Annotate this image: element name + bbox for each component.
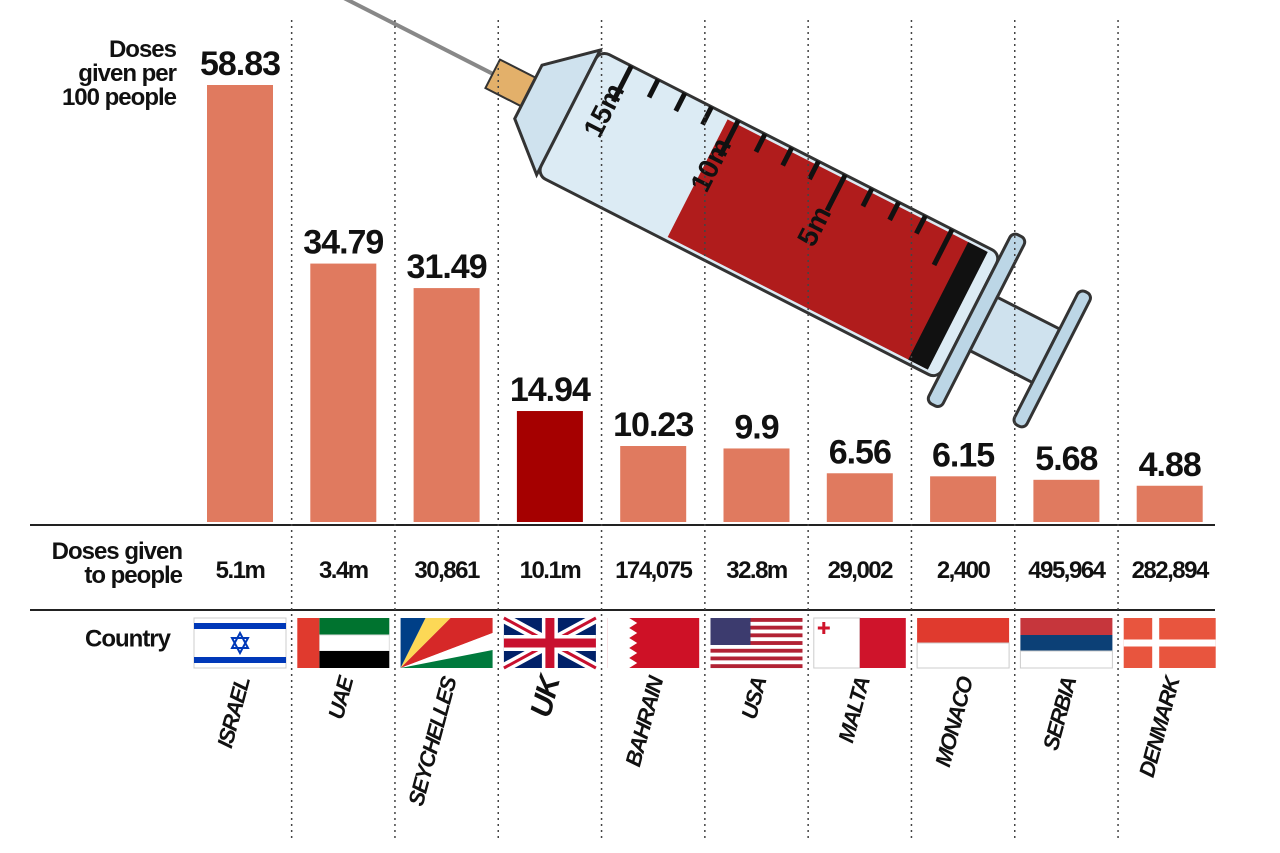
country-label: SEYCHELLES (403, 673, 462, 808)
flag (1123, 618, 1216, 668)
flag (193, 617, 287, 669)
country-label: MONACO (930, 673, 978, 769)
flag-part (319, 651, 390, 668)
country-row-label: Country (85, 625, 172, 652)
flag-part (710, 618, 803, 622)
country-label: DENMARK (1134, 671, 1185, 779)
doses-given: 2,400 (937, 557, 991, 584)
doses-given: 10.1m (520, 557, 581, 584)
y-axis-label: Doses given per 100 people (61, 36, 177, 111)
bar (723, 448, 790, 522)
flag (607, 618, 700, 668)
flag (400, 618, 493, 668)
doses-given: 495,964 (1028, 557, 1106, 584)
flag (297, 618, 390, 668)
doses-row-label: Doses given to people (51, 538, 183, 589)
bar (1033, 479, 1100, 522)
flag-part (710, 664, 803, 669)
country-label: USA (736, 674, 771, 722)
flag-part (710, 618, 751, 645)
syringe: 15m 10m 5m (295, 0, 1092, 429)
flag-part (710, 625, 803, 630)
bar (1136, 485, 1203, 522)
country-label: UK (524, 670, 567, 721)
doses-given: 30,861 (414, 557, 480, 584)
doses-given: 282,894 (1132, 557, 1210, 584)
flag-part (194, 657, 286, 663)
country-label: MALTA (833, 674, 874, 745)
flag (710, 618, 803, 669)
flag-part (710, 656, 803, 661)
flag-part (318, 634, 390, 652)
flag-part (1019, 650, 1113, 669)
flag-part (1123, 618, 1216, 668)
flag-part (817, 622, 830, 634)
doses-given: 29,002 (828, 557, 894, 584)
flag-part (400, 618, 493, 668)
value-label: 5.68 (1035, 440, 1097, 478)
value-label: 6.56 (829, 433, 891, 471)
flag-part (859, 618, 906, 668)
value-label: 31.49 (407, 248, 487, 286)
value-label: 34.79 (303, 224, 383, 262)
flag-part (710, 648, 803, 653)
flag-part (230, 630, 250, 656)
flag (501, 613, 599, 673)
flag (916, 618, 1010, 669)
flag-part (400, 633, 493, 668)
flag-part (916, 642, 1010, 669)
value-label: 6.15 (932, 436, 994, 474)
doses-given: 5.1m (216, 557, 265, 584)
flag-part (297, 618, 320, 668)
bar (516, 411, 583, 522)
doses-given: 32.8m (726, 557, 787, 584)
flag-part (917, 618, 1010, 643)
doses-given: 3.4m (319, 557, 368, 584)
bar (207, 85, 273, 522)
flag-part (1020, 635, 1113, 651)
bar (413, 288, 480, 522)
country-label: BAHRAIN (620, 672, 668, 769)
value-label: 4.88 (1139, 446, 1201, 484)
value-label: 9.9 (734, 408, 778, 446)
flag-part (1020, 618, 1113, 635)
country-label: ISRAEL (212, 674, 255, 751)
country-label: UAE (323, 672, 359, 722)
value-label: 14.94 (510, 371, 591, 409)
bar (826, 473, 893, 522)
flag (1019, 618, 1113, 669)
doses-given: 174,075 (615, 557, 692, 584)
country-label: SERBIA (1038, 674, 1081, 753)
bar (620, 446, 687, 522)
value-label: 10.23 (613, 406, 693, 444)
flag-part (319, 618, 390, 635)
flag-part (503, 618, 596, 668)
flag-part (607, 618, 638, 668)
bar (930, 476, 997, 522)
flag-part (710, 641, 803, 645)
flag-part (400, 650, 493, 668)
flag (813, 617, 906, 669)
flag-part (710, 633, 803, 638)
flag-part (194, 623, 286, 629)
value-label: 58.83 (200, 45, 280, 83)
bar (310, 263, 377, 522)
flag-part (813, 617, 861, 669)
